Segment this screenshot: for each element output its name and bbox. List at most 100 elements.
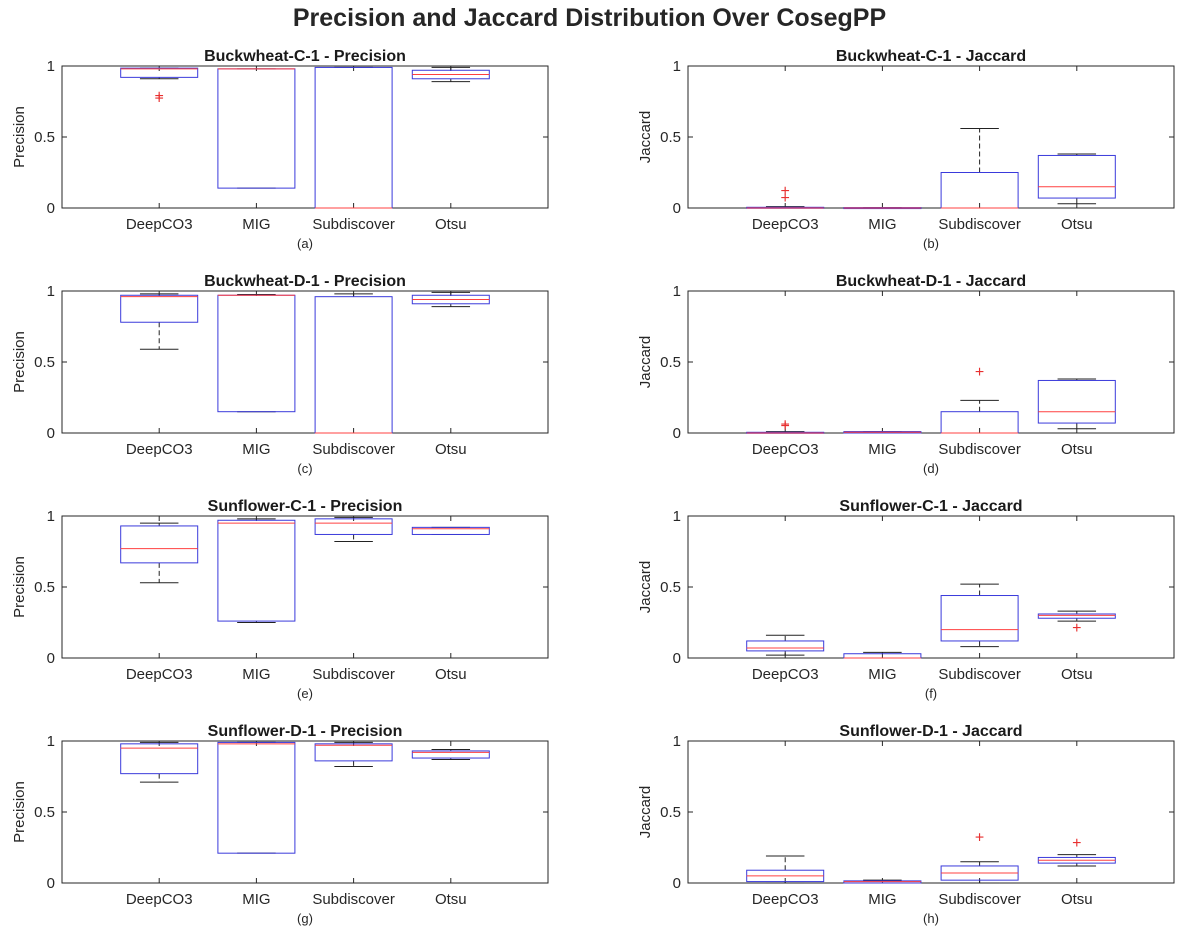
box-otsu [411,291,490,308]
x-tick-label: MIG [868,441,896,458]
outlier-point: + [975,830,984,847]
box-deepco3 [120,741,199,783]
x-tick-label: MIG [242,441,270,458]
subplot-1: Buckwheat-C-1 - Precision 0 0.5 1 Precision D… [11,48,549,251]
y-axis-label: Precision [11,556,28,618]
outlier-point: + [781,416,790,433]
axes-frame [61,740,549,884]
box-otsu: + [1037,835,1116,867]
x-tick-label: DeepCO3 [126,441,193,458]
y-tick-label: 1 [47,508,55,525]
x-tick-label: MIG [868,666,896,683]
box-mig [843,207,922,210]
x-axis-label: (f) [925,686,937,701]
x-tick-label: Otsu [1061,441,1093,458]
x-tick-label: Subdiscover [938,666,1021,683]
subplot-title: Buckwheat-C-1 - Jaccard [836,48,1026,65]
subplot-title: Sunflower-C-1 - Jaccard [839,498,1022,515]
box-deepco3: ++ [120,67,199,108]
x-axis-label: (g) [297,911,313,926]
axes-frame [687,740,1175,884]
box-subdiscover: + [940,830,1019,884]
y-tick-label: 0 [673,425,681,442]
x-tick-label: MIG [242,666,270,683]
x-tick-label: Otsu [435,216,467,233]
y-axis-label: Precision [11,106,28,168]
subplot-3: Buckwheat-D-1 - Precision 0 0.5 1 Precision D… [11,273,549,476]
box-iqr [411,526,490,535]
box-subdiscover [940,583,1019,648]
box-iqr [120,525,199,564]
axes-frame [61,515,549,659]
axes-frame [61,290,549,434]
x-tick-label: Subdiscover [312,441,395,458]
x-tick-label: Otsu [1061,891,1093,908]
y-axis-label: Jaccard [637,111,654,164]
box-deepco3 [120,293,199,350]
x-axis-label: (c) [297,461,312,476]
subplot-title: Sunflower-C-1 - Precision [208,498,403,515]
box-iqr [314,518,393,535]
box-subdiscover: + [940,364,1019,434]
x-axis-label: (b) [923,236,939,251]
box-iqr [120,743,199,775]
x-tick-label: DeepCO3 [752,666,819,683]
x-tick-label: Otsu [435,441,467,458]
box-iqr [314,66,393,209]
subplot-5: Sunflower-C-1 - Precision 0 0.5 1 Precision D… [11,498,549,701]
y-tick-label: 0 [47,425,55,442]
x-tick-label: Subdiscover [312,216,395,233]
outlier-point: + [155,88,164,105]
box-mig [217,741,296,854]
y-axis-label: Precision [11,331,28,393]
outlier-point: + [1072,620,1081,637]
y-tick-label: 0.5 [660,354,681,371]
box-iqr [1037,154,1116,199]
box-subdiscover [314,66,393,209]
subplot-title: Buckwheat-C-1 - Precision [204,48,406,65]
y-tick-label: 0 [673,200,681,217]
box-iqr [120,294,199,323]
y-axis-label: Jaccard [637,561,654,614]
y-tick-label: 0 [47,200,55,217]
figure-title: Precision and Jaccard Distribution Over … [292,4,887,32]
x-tick-label: DeepCO3 [126,216,193,233]
y-tick-label: 0.5 [660,579,681,596]
box-otsu [1037,153,1116,205]
box-subdiscover [314,293,393,434]
box-deepco3 [120,522,199,584]
x-tick-label: Otsu [435,891,467,908]
box-iqr [217,519,296,622]
y-tick-label: 0.5 [34,354,55,371]
outlier-point: + [781,418,790,435]
outlier-point: + [781,183,790,200]
box-iqr [746,640,825,652]
box-otsu: + [1037,610,1116,637]
subplot-title: Sunflower-D-1 - Precision [208,723,403,740]
y-tick-label: 1 [47,283,55,300]
axes-frame [61,65,549,209]
box-otsu [411,526,490,535]
x-axis-label: (h) [923,911,939,926]
y-axis-label: Precision [11,781,28,843]
y-tick-label: 0 [673,650,681,667]
y-tick-label: 0 [47,650,55,667]
box-iqr [411,750,490,759]
y-tick-label: 0.5 [34,579,55,596]
subplot-2: Buckwheat-C-1 - Jaccard 0 0.5 1 Jaccard DeepC… [637,48,1175,251]
box-otsu [411,66,490,83]
outlier-point: + [781,190,790,207]
outlier-point: + [1072,835,1081,852]
x-tick-label: Subdiscover [938,216,1021,233]
y-tick-label: 1 [673,58,681,75]
box-mig [217,68,296,189]
x-tick-label: MIG [242,891,270,908]
box-mig [843,431,922,434]
y-tick-label: 1 [47,733,55,750]
subplot-title: Buckwheat-D-1 - Precision [204,273,406,290]
box-iqr [940,172,1019,209]
box-deepco3: ++ [746,416,825,435]
box-iqr [1037,379,1116,424]
x-tick-label: MIG [868,891,896,908]
